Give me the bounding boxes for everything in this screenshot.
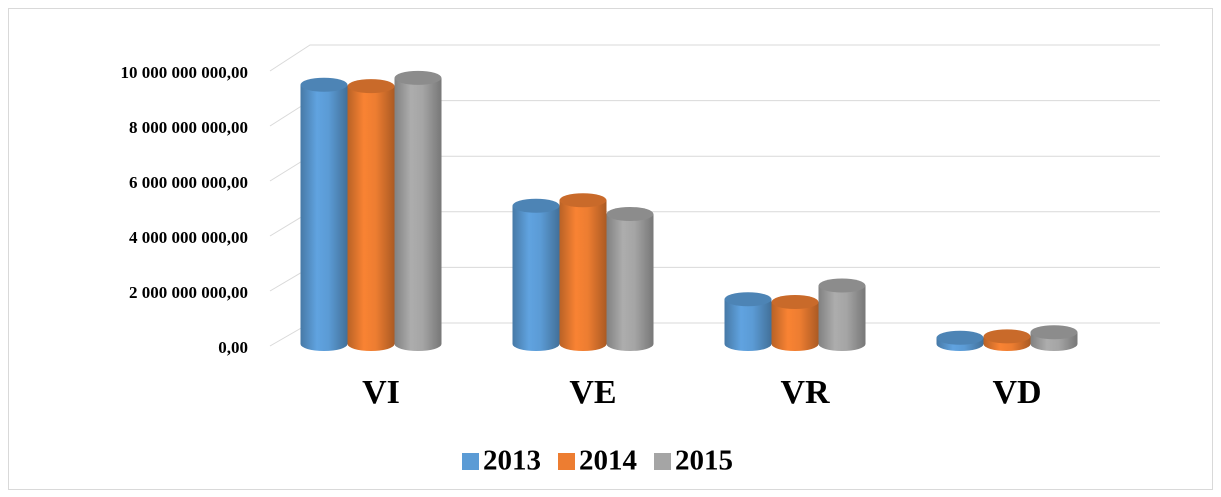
y-tick-label: 6 000 000 000,00 [129, 173, 248, 192]
bar-body [512, 205, 560, 352]
x-tick-label: VE [569, 374, 616, 411]
y-tick-label: 2 000 000 000,00 [129, 283, 248, 302]
y-tick-label: 0,00 [218, 338, 248, 357]
bar-top [512, 198, 560, 213]
x-tick-label: VR [780, 374, 830, 411]
legend-swatch [558, 453, 575, 470]
bar-body [818, 285, 866, 352]
grid-line [269, 44, 1160, 72]
bar [394, 70, 442, 352]
legend-label: 2014 [579, 445, 637, 477]
bar [512, 198, 560, 352]
bar-body [559, 200, 607, 352]
bar-body [724, 299, 772, 351]
x-tick-label: VI [362, 374, 400, 411]
bar-top [300, 77, 348, 92]
legend-swatch [462, 453, 479, 470]
bar [983, 329, 1031, 352]
y-tick-label: 10 000 000 000,00 [121, 63, 249, 82]
y-tick-label: 8 000 000 000,00 [129, 118, 248, 137]
bar-body [394, 77, 442, 352]
bar [300, 77, 348, 352]
legend-label: 2015 [675, 445, 733, 477]
bar-top [936, 330, 984, 345]
bar [771, 295, 819, 352]
bar-top [394, 70, 442, 85]
x-tick-label: VD [992, 374, 1041, 411]
bar-top [818, 278, 866, 293]
bar-top [347, 79, 395, 94]
bar-body [606, 214, 654, 352]
bar [936, 330, 984, 352]
bar-top [771, 295, 819, 309]
legend-label: 2013 [483, 445, 541, 477]
bar-body [300, 84, 348, 352]
bar [347, 79, 395, 352]
bar-body [771, 302, 819, 352]
bar [1030, 325, 1078, 352]
bar [818, 278, 866, 352]
bar-top [559, 193, 607, 208]
bar-body [347, 86, 395, 352]
bar [606, 207, 654, 352]
bar-top [983, 329, 1031, 344]
y-tick-label: 4 000 000 000,00 [129, 228, 248, 247]
bar-top [1030, 325, 1078, 340]
bar-top [724, 292, 772, 307]
bar [559, 193, 607, 352]
bar-top [606, 207, 654, 221]
bar [724, 292, 772, 351]
legend-swatch [654, 453, 671, 470]
